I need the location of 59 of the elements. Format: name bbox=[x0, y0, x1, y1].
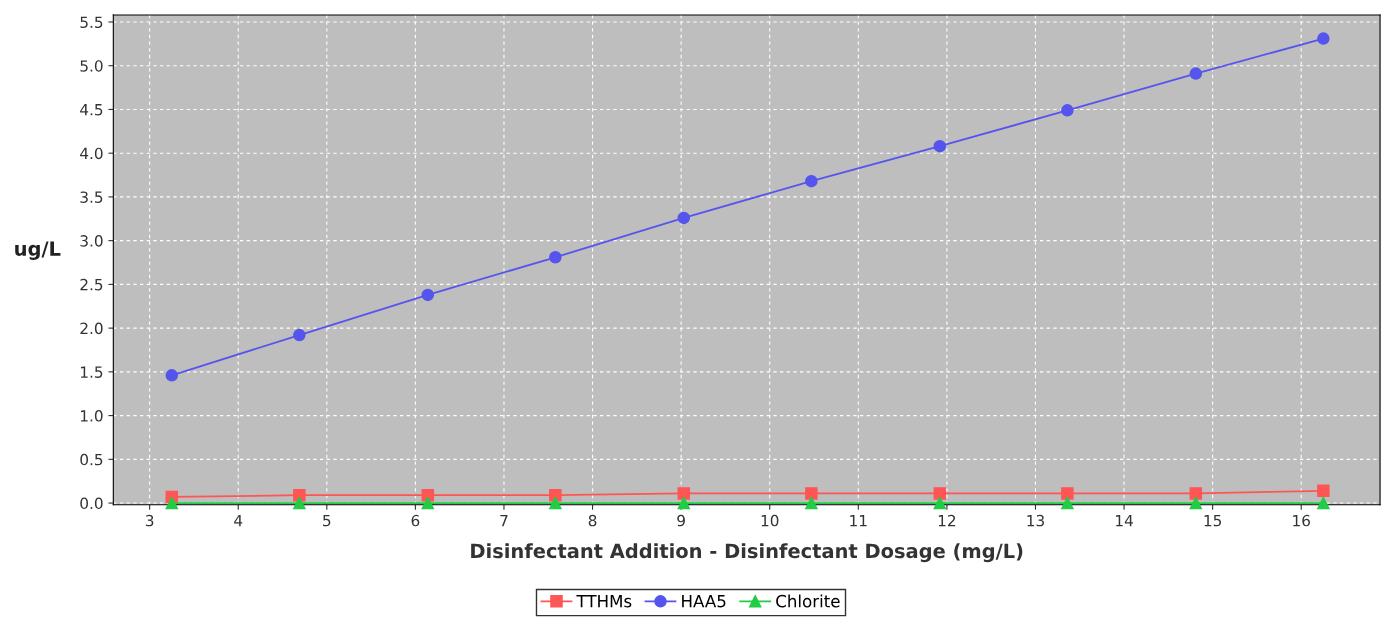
point bbox=[933, 496, 947, 510]
point bbox=[805, 174, 818, 188]
legend-label: HAA5 bbox=[682, 595, 726, 608]
point bbox=[293, 488, 306, 502]
x-tick-label: 8 bbox=[588, 514, 597, 527]
x-tick-label: 4 bbox=[234, 515, 243, 527]
y-tick-label: 5.0 bbox=[80, 60, 103, 72]
x-tick-label: 12 bbox=[938, 514, 956, 527]
point bbox=[1061, 104, 1074, 117]
x-axis-title: Disinfectant Addition - Disinfectant Dosage (mg/L) bbox=[471, 543, 1023, 563]
x-tick-label: 16 bbox=[1293, 514, 1310, 527]
point bbox=[933, 487, 947, 500]
point bbox=[805, 496, 818, 510]
x-tick-label: 7 bbox=[500, 515, 508, 527]
y-tick-label: 3.5 bbox=[80, 191, 103, 203]
point bbox=[933, 139, 947, 153]
y-tick-label: 0.0 bbox=[80, 497, 103, 510]
point bbox=[421, 288, 435, 302]
point bbox=[293, 328, 306, 342]
point bbox=[165, 496, 179, 510]
point bbox=[1189, 496, 1203, 510]
x-tick-label: 9 bbox=[677, 514, 685, 527]
y-tick-label: 4.0 bbox=[80, 147, 103, 160]
point bbox=[1189, 67, 1203, 80]
y-tick-label: 1.5 bbox=[80, 366, 103, 378]
y-tick-label: 0.5 bbox=[80, 453, 103, 466]
x-tick-label: 6 bbox=[411, 514, 420, 527]
point bbox=[677, 211, 691, 225]
legend-label: Chlorite bbox=[776, 594, 840, 608]
point bbox=[1317, 484, 1330, 498]
x-tick-label: 14 bbox=[1116, 515, 1133, 527]
x-tick-label: 15 bbox=[1204, 515, 1222, 527]
y-tick-label: 2.0 bbox=[80, 322, 103, 335]
x-tick-label: 13 bbox=[1027, 514, 1044, 527]
point bbox=[1061, 487, 1074, 500]
y-tick-label: 3.0 bbox=[80, 235, 103, 247]
point bbox=[677, 487, 691, 500]
point bbox=[165, 369, 179, 382]
point bbox=[1317, 496, 1330, 510]
point bbox=[549, 496, 562, 510]
y-tick-label: 2.5 bbox=[80, 278, 103, 291]
y-tick-label: 5.5 bbox=[80, 16, 103, 28]
point bbox=[805, 487, 818, 500]
point bbox=[549, 488, 562, 502]
point bbox=[677, 496, 691, 510]
x-tick-label: 5 bbox=[323, 515, 331, 527]
x-tick-label: 3 bbox=[145, 514, 154, 527]
point bbox=[293, 496, 306, 510]
point bbox=[549, 251, 562, 264]
x-tick-label: 10 bbox=[761, 514, 779, 527]
y-tick-label: 1.0 bbox=[80, 410, 103, 422]
y-axis-title: ug/L bbox=[15, 241, 61, 260]
point bbox=[1317, 32, 1330, 45]
legend-label: TTHMs bbox=[576, 595, 632, 608]
point bbox=[421, 496, 435, 510]
point bbox=[1189, 487, 1203, 500]
x-tick-label: 11 bbox=[850, 515, 867, 527]
point bbox=[1061, 496, 1074, 510]
y-tick-label: 4.5 bbox=[80, 104, 103, 116]
